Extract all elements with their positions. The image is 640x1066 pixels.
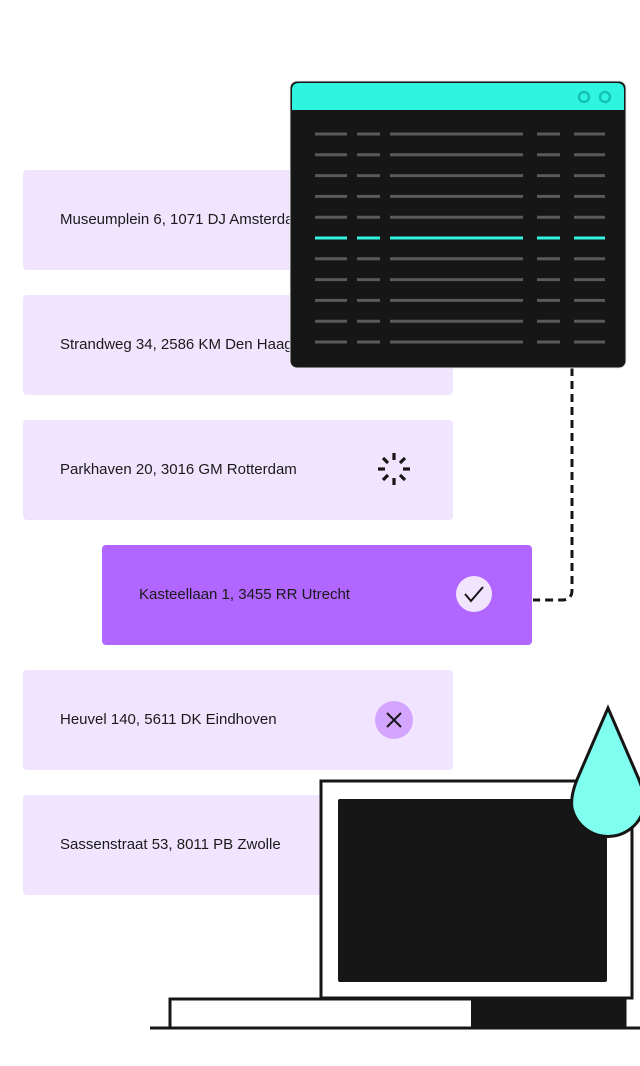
- connector-line: [533, 368, 574, 602]
- address-label: Parkhaven 20, 3016 GM Rotterdam: [60, 461, 297, 478]
- window-control-icon: [598, 90, 612, 104]
- laptop: [150, 779, 640, 1030]
- address-label: Sassenstraat 53, 8011 PB Zwolle: [60, 836, 281, 853]
- address-label: Kasteellaan 1, 3455 RR Utrecht: [139, 586, 350, 603]
- window-control-icon: [577, 90, 591, 104]
- spinner-icon: [378, 453, 410, 485]
- drop-icon: [570, 704, 640, 838]
- close-icon: [375, 701, 413, 739]
- address-label: Museumplein 6, 1071 DJ Amsterdam: [60, 211, 306, 228]
- data-table-window: [289, 80, 627, 369]
- address-label: Heuvel 140, 5611 DK Eindhoven: [60, 711, 277, 728]
- check-icon: [456, 576, 492, 612]
- address-label: Strandweg 34, 2586 KM Den Haag: [60, 336, 293, 353]
